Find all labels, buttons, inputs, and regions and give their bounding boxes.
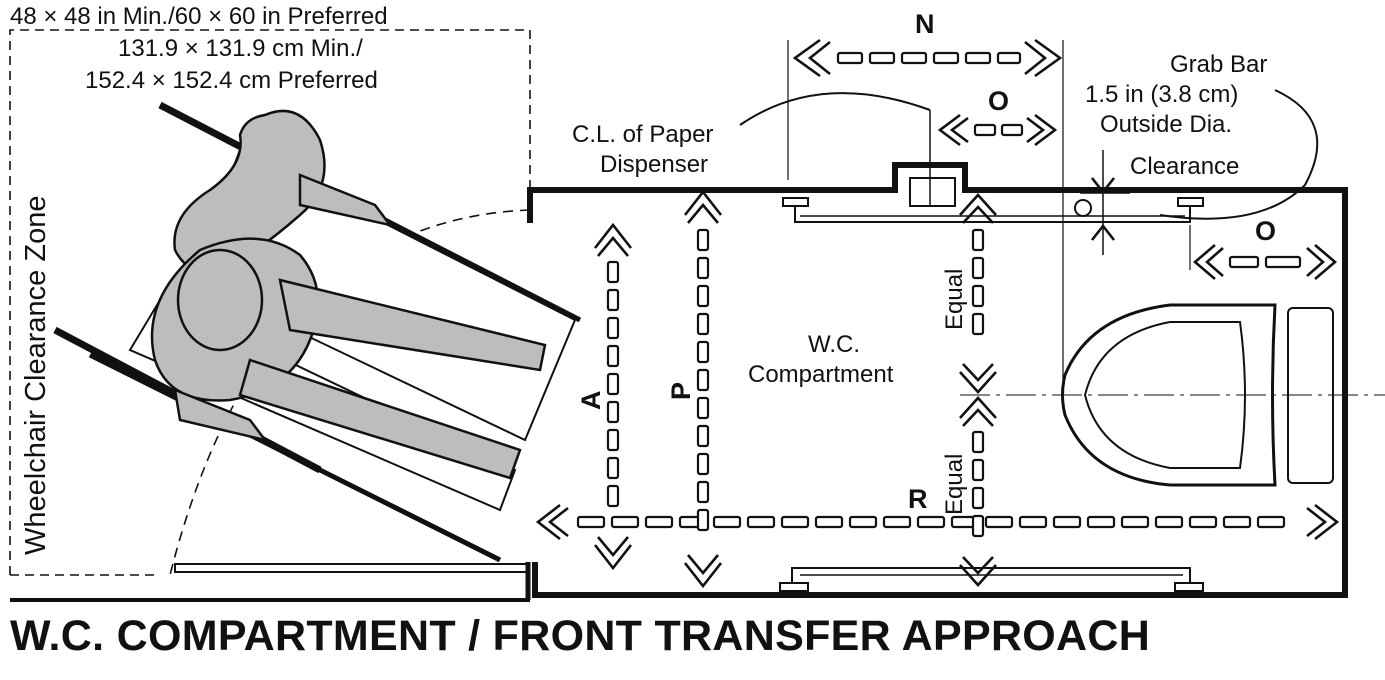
label-compartment-2: Compartment (748, 361, 894, 388)
dimension-dash (696, 256, 710, 280)
dimension-dash (971, 284, 985, 308)
label-equal-top: Equal (941, 269, 968, 330)
label-r: R (908, 484, 928, 514)
grab-bar-section (1074, 199, 1092, 217)
zone-name-vertical: Wheelchair Clearance Zone (20, 196, 52, 555)
dimension-dash (606, 316, 620, 340)
dimension-dash (882, 515, 912, 529)
zone-size-cm-line2: 152.4 × 152.4 cm Preferred (85, 67, 378, 94)
dimension-dash (916, 515, 946, 529)
dimension-dash (606, 400, 620, 424)
dimension-dash (971, 514, 985, 538)
clearance-arrow-bottom (1090, 223, 1116, 241)
dimension-dash (1188, 515, 1218, 529)
dimension-dash (606, 260, 620, 284)
label-grab-bar-3: Outside Dia. (1100, 111, 1232, 138)
label-compartment-1: W.C. (808, 331, 860, 358)
dimension-dash (696, 340, 710, 364)
label-paper-dispenser-1: C.L. of Paper (572, 121, 713, 148)
compartment-diagram: 48 × 48 in Min./60 × 60 in Preferred 131… (9, 3, 1385, 602)
label-p: P (666, 382, 696, 400)
label-a: A (576, 391, 606, 411)
grab-bar-callout-oval (1159, 89, 1319, 220)
dimension-dash (971, 458, 985, 482)
dimension-dash (971, 430, 985, 454)
dimension-dash (696, 228, 710, 252)
clearance-zone-outline (9, 29, 531, 575)
dimension-r (535, 503, 1340, 541)
dimension-dash (610, 515, 640, 529)
dimension-dash (712, 515, 742, 529)
dimension-dash (696, 284, 710, 308)
zone-size-cm-line1: 131.9 × 131.9 cm Min./ (118, 35, 363, 62)
dimension-dash (971, 486, 985, 510)
clearance-arrow-top (1090, 177, 1116, 195)
dimension-dash (1086, 515, 1116, 529)
side-grab-bar-mount-left (779, 582, 809, 592)
paper-dispenser-leader (739, 92, 931, 126)
wheelchair-user (53, 101, 582, 563)
label-equal-bottom: Equal (941, 454, 968, 515)
rear-grab-bar-mount-left (782, 197, 809, 207)
dimension-dash (606, 344, 620, 368)
dimension-equal (959, 193, 997, 587)
dimension-dash (696, 396, 710, 420)
side-grab-bar (791, 567, 1191, 583)
dimension-o-top (937, 113, 1058, 147)
dimension-o-right (1192, 244, 1338, 280)
door-swing-arc (169, 209, 531, 576)
label-clearance: Clearance (1130, 153, 1239, 180)
paper-dispenser (909, 177, 956, 207)
dimension-dash (696, 480, 710, 504)
dimension-dash (1120, 515, 1150, 529)
dimension-dash (971, 256, 985, 280)
rear-grab-bar (794, 206, 1191, 223)
label-grab-bar-1: Grab Bar (1170, 51, 1267, 78)
dimension-dash (696, 508, 710, 532)
dimension-dash (780, 515, 810, 529)
dimension-n (792, 38, 1063, 78)
dimension-dash (576, 515, 606, 529)
dimension-dash (746, 515, 776, 529)
dimension-a (593, 222, 633, 571)
dimension-dash (606, 372, 620, 396)
dimension-dash (814, 515, 844, 529)
dimension-dash (606, 288, 620, 312)
dimension-dash (984, 515, 1014, 529)
label-n: N (915, 9, 935, 39)
dimension-dash (1256, 515, 1286, 529)
dimension-dash (644, 515, 674, 529)
dimension-dash (606, 428, 620, 452)
side-grab-bar-mount-right (1174, 582, 1204, 592)
dimension-dash (1018, 515, 1048, 529)
compartment-wall (527, 162, 1348, 598)
label-paper-dispenser-2: Dispenser (600, 151, 708, 178)
dimension-dash (696, 452, 710, 476)
dimension-dash (971, 312, 985, 336)
dimension-dash (606, 484, 620, 508)
zone-size-inches: 48 × 48 in Min./60 × 60 in Preferred (10, 3, 388, 30)
label-grab-bar-2: 1.5 in (3.8 cm) (1085, 81, 1238, 108)
diagram-caption: W.C. COMPARTMENT / FRONT TRANSFER APPROA… (10, 612, 1151, 660)
dimension-dash (606, 456, 620, 480)
dimension-p (683, 189, 723, 589)
label-o-right: O (1255, 216, 1276, 246)
rear-grab-bar-mount-right (1177, 197, 1204, 207)
dimension-dash (1154, 515, 1184, 529)
dimension-dash (696, 312, 710, 336)
dimension-dash (1052, 515, 1082, 529)
label-o-top: O (988, 86, 1009, 116)
dimension-dash (1222, 515, 1252, 529)
dimension-dash (696, 368, 710, 392)
door-leaf (174, 563, 528, 573)
dimension-dash (848, 515, 878, 529)
dimension-dash (696, 424, 710, 448)
dimension-dash (971, 228, 985, 252)
